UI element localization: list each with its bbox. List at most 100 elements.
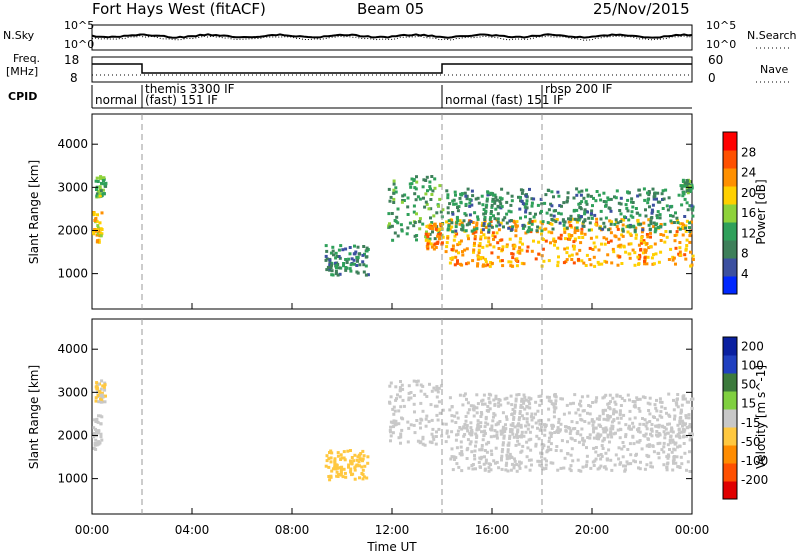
- echo-cell: [539, 220, 543, 224]
- echo-cell: [350, 456, 354, 459]
- colorbar-segment: [723, 355, 737, 374]
- colorbar-segment: [723, 240, 737, 259]
- echo-cell: [412, 402, 416, 406]
- echo-cell: [339, 453, 343, 457]
- echo-cell: [672, 455, 676, 459]
- echo-cell: [480, 399, 484, 403]
- echo-cell: [509, 219, 513, 222]
- echo-cell: [424, 424, 428, 428]
- echo-cell: [632, 442, 636, 446]
- echo-cell: [419, 401, 423, 405]
- echo-cell: [330, 269, 334, 273]
- echo-cell: [642, 422, 646, 426]
- echo-cell: [588, 433, 592, 437]
- echo-cell: [672, 461, 675, 465]
- echo-cell: [686, 189, 690, 192]
- echo-cell: [92, 231, 96, 234]
- echo-cell: [412, 394, 416, 397]
- echo-cell: [357, 252, 361, 256]
- echo-cell: [528, 221, 532, 224]
- echo-cell: [553, 431, 557, 434]
- freq-unit-label: [MHz]: [6, 65, 39, 78]
- echo-cell: [565, 403, 569, 407]
- echo-cell: [334, 251, 338, 255]
- echo-cell: [643, 467, 647, 471]
- echo-cell: [639, 239, 643, 243]
- echo-cell: [506, 448, 510, 452]
- echo-cell: [652, 253, 655, 257]
- echo-cell: [655, 430, 659, 433]
- echo-cell: [637, 262, 640, 266]
- echo-cell: [627, 218, 631, 222]
- echo-cell: [465, 423, 469, 427]
- plot-title: Fort Hays West (fitACF): [92, 0, 266, 18]
- echo-cell: [446, 211, 450, 215]
- echo-cell: [408, 221, 412, 225]
- echo-cell: [658, 441, 662, 445]
- echo-cell: [451, 256, 455, 260]
- echo-cell: [387, 212, 391, 216]
- echo-cell: [610, 468, 614, 472]
- echo-cell: [578, 206, 582, 209]
- echo-cell: [599, 217, 603, 221]
- echo-cell: [568, 467, 572, 471]
- echo-cell: [522, 262, 526, 266]
- echo-cell: [336, 466, 340, 470]
- echo-cell: [364, 273, 368, 277]
- echo-cell: [681, 421, 685, 425]
- echo-cell: [684, 247, 688, 251]
- echo-cell: [546, 221, 550, 225]
- echo-cell: [480, 230, 483, 234]
- echo-cell: [453, 190, 457, 194]
- echo-cell: [508, 237, 512, 241]
- echo-cell: [585, 463, 589, 467]
- echo-cell: [508, 452, 512, 456]
- echo-cell: [630, 210, 634, 214]
- colorbar-tick-label: -100: [741, 454, 768, 468]
- colorbar-frame: [722, 131, 738, 295]
- echo-cell: [354, 250, 358, 254]
- echo-cell: [96, 232, 100, 235]
- echo-cell: [681, 424, 684, 428]
- echo-cell: [459, 201, 463, 205]
- echo-cell: [409, 396, 413, 400]
- freq-left-tick-low: 8: [70, 71, 78, 85]
- echo-cell: [433, 186, 437, 190]
- echo-cell: [658, 200, 662, 204]
- echo-cell: [407, 391, 411, 395]
- echo-cell: [559, 466, 563, 470]
- echo-cell: [555, 430, 559, 434]
- echo-cell: [617, 457, 621, 461]
- echo-cell: [680, 203, 684, 207]
- echo-cell: [366, 273, 370, 277]
- echo-cell: [489, 191, 493, 195]
- echo-cell: [444, 422, 448, 426]
- echo-cell: [101, 384, 105, 388]
- echo-cell: [552, 424, 555, 428]
- echo-cell: [499, 429, 503, 433]
- echo-cell: [646, 198, 650, 202]
- echo-cell: [473, 211, 477, 215]
- echo-cell: [616, 263, 620, 267]
- echo-cell: [680, 187, 684, 191]
- echo-cell: [498, 196, 502, 200]
- echo-cell: [572, 196, 576, 200]
- echo-cell: [340, 465, 344, 469]
- echo-cell: [500, 205, 504, 209]
- echo-cell: [635, 452, 638, 456]
- echo-cell: [511, 412, 514, 416]
- echo-cell: [538, 418, 542, 422]
- echo-cell: [335, 264, 339, 268]
- echo-cell: [430, 175, 434, 178]
- echo-cell: [501, 248, 504, 252]
- echo-cell: [530, 425, 534, 429]
- echo-cell: [611, 247, 615, 251]
- echo-cell: [689, 264, 693, 268]
- echo-cell: [487, 469, 491, 473]
- echo-cell: [461, 403, 465, 407]
- echo-cell: [544, 227, 548, 231]
- echo-cell: [436, 390, 440, 394]
- echo-cell: [638, 430, 642, 434]
- echo-cell: [454, 438, 458, 442]
- echo-cell: [453, 414, 457, 418]
